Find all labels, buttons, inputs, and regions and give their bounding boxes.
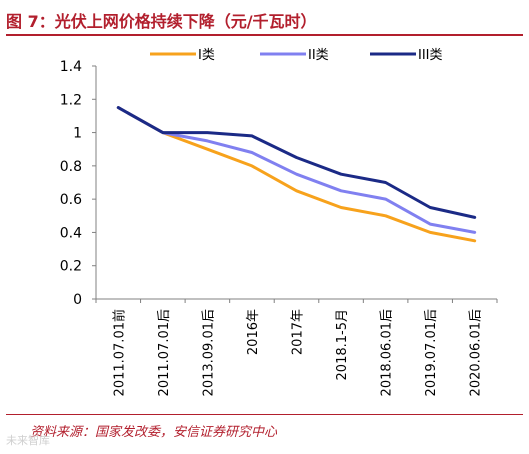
x-tick-label: 2019.07.01后 bbox=[424, 309, 439, 396]
x-tick-label: 2018.06.01后 bbox=[380, 309, 395, 396]
y-tick-label: 0.8 bbox=[60, 159, 82, 175]
x-tick-label: 2017年 bbox=[291, 309, 306, 355]
source-rule bbox=[6, 414, 523, 415]
series-layer bbox=[116, 106, 477, 243]
series-line bbox=[116, 106, 477, 234]
axes: 0 0.2 0.4 0.6 0.8 1 1.2 1.4 2011.07.01前 2011.07.0… bbox=[60, 59, 498, 396]
x-tick-label: 2018.1-5月 bbox=[335, 309, 350, 380]
y-tick-label: 1.2 bbox=[60, 92, 82, 108]
y-tick-label: 0.2 bbox=[60, 259, 82, 275]
legend-label: II类 bbox=[308, 48, 329, 63]
legend: I类 II类 III类 bbox=[150, 48, 443, 63]
series-line bbox=[116, 106, 477, 243]
y-tick-label: 1.4 bbox=[60, 59, 82, 75]
chart-title: 图 7：光伏上网价格持续下降（元/千瓦时） bbox=[6, 12, 317, 31]
y-tick-label: 0 bbox=[73, 292, 82, 308]
x-tick-label: 2011.07.01后 bbox=[157, 309, 172, 396]
series-line bbox=[116, 106, 477, 219]
y-tick-label: 0.6 bbox=[60, 192, 82, 208]
watermark: 未来智库 bbox=[6, 434, 50, 447]
x-tick-label: 2016年 bbox=[246, 309, 261, 355]
legend-label: I类 bbox=[198, 48, 215, 63]
y-tick-label: 1 bbox=[73, 126, 82, 142]
legend-label: III类 bbox=[418, 48, 443, 63]
x-tick-label: 2020.06.01后 bbox=[469, 309, 484, 396]
x-tick-label: 2011.07.01前 bbox=[111, 309, 127, 396]
x-tick-label: 2013.09.01后 bbox=[201, 309, 216, 396]
source-note: 资料来源：国家发改委，安信证券研究中心 bbox=[30, 425, 278, 440]
title-bar bbox=[6, 8, 523, 36]
y-tick-label: 0.4 bbox=[60, 225, 82, 241]
